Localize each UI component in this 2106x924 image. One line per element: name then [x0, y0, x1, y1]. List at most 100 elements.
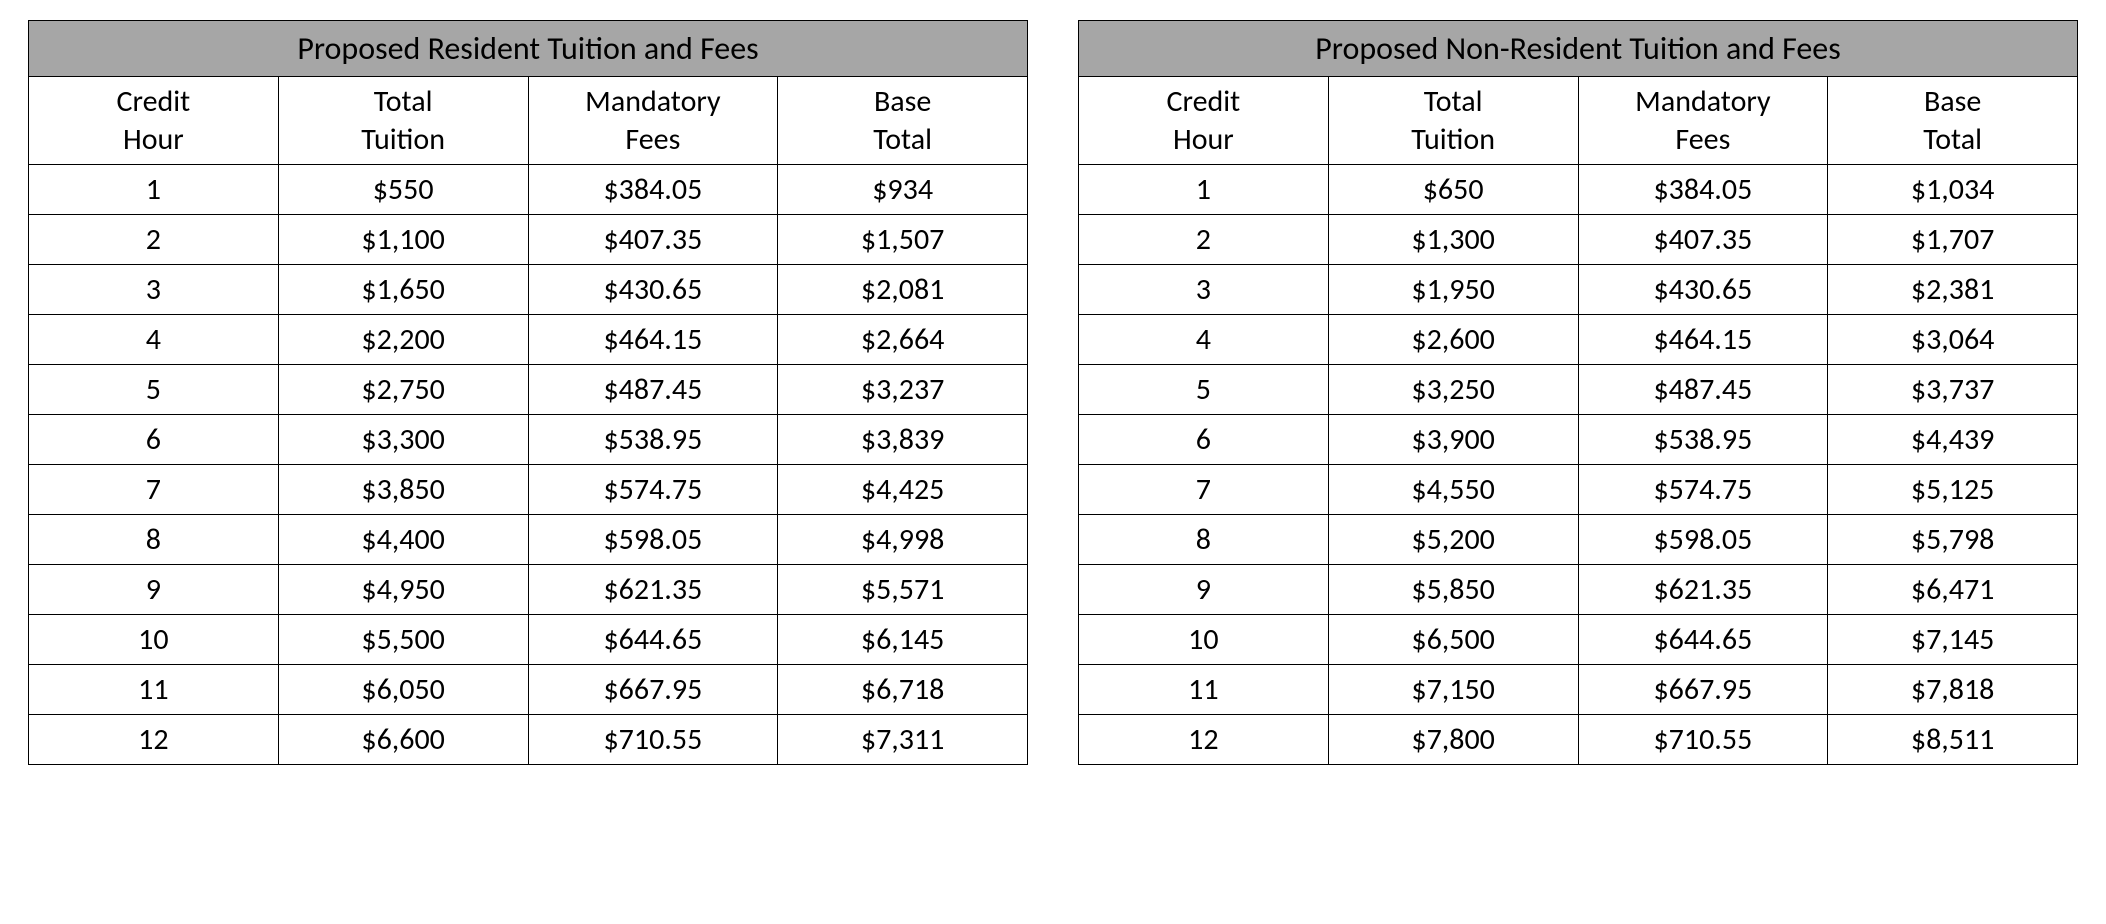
table-cell: $407.35 [1578, 215, 1828, 265]
table-cell: $1,034 [1828, 165, 2078, 215]
table-cell: 8 [29, 515, 279, 565]
table-cell: $4,950 [278, 565, 528, 615]
table-cell: $407.35 [528, 215, 778, 265]
table-cell: $2,081 [778, 265, 1028, 315]
table-row: 4$2,600$464.15$3,064 [1079, 315, 2078, 365]
table-row: 9$4,950$621.35$5,571 [29, 565, 1028, 615]
table-row: 10$5,500$644.65$6,145 [29, 615, 1028, 665]
table-cell: $574.75 [1578, 465, 1828, 515]
table-row: 6$3,900$538.95$4,439 [1079, 415, 2078, 465]
table-cell: $3,737 [1828, 365, 2078, 415]
table-cell: $5,125 [1828, 465, 2078, 515]
table-cell: $644.65 [528, 615, 778, 665]
col-header: Total Tuition [1328, 77, 1578, 165]
table-cell: $384.05 [1578, 165, 1828, 215]
table-cell: $538.95 [528, 415, 778, 465]
table-cell: $5,571 [778, 565, 1028, 615]
table-cell: $5,850 [1328, 565, 1578, 615]
table-cell: $3,900 [1328, 415, 1578, 465]
col-header: Credit Hour [1079, 77, 1329, 165]
table-cell: $621.35 [528, 565, 778, 615]
table-row: 8$4,400$598.05$4,998 [29, 515, 1028, 565]
resident-tbody: 1$550$384.05$9342$1,100$407.35$1,5073$1,… [29, 165, 1028, 765]
table-cell: $4,550 [1328, 465, 1578, 515]
table-row: 4$2,200$464.15$2,664 [29, 315, 1028, 365]
table-row: 7$3,850$574.75$4,425 [29, 465, 1028, 515]
table-cell: $710.55 [1578, 715, 1828, 765]
table-cell: $7,150 [1328, 665, 1578, 715]
table-cell: $598.05 [1578, 515, 1828, 565]
table-cell: $667.95 [528, 665, 778, 715]
table-cell: $4,425 [778, 465, 1028, 515]
table-row: 12$7,800$710.55$8,511 [1079, 715, 2078, 765]
table-cell: $1,300 [1328, 215, 1578, 265]
table-row: 11$7,150$667.95$7,818 [1079, 665, 2078, 715]
table-cell: $7,145 [1828, 615, 2078, 665]
table-row: 11$6,050$667.95$6,718 [29, 665, 1028, 715]
table-cell: $5,798 [1828, 515, 2078, 565]
table-cell: $4,400 [278, 515, 528, 565]
table-cell: 4 [29, 315, 279, 365]
table-cell: $6,718 [778, 665, 1028, 715]
table-row: 8$5,200$598.05$5,798 [1079, 515, 2078, 565]
table-cell: $550 [278, 165, 528, 215]
table-cell: 1 [29, 165, 279, 215]
table-cell: $934 [778, 165, 1028, 215]
table-cell: $7,800 [1328, 715, 1578, 765]
table-row: 7$4,550$574.75$5,125 [1079, 465, 2078, 515]
table-cell: $6,500 [1328, 615, 1578, 665]
table-cell: $3,300 [278, 415, 528, 465]
table-cell: $1,950 [1328, 265, 1578, 315]
table-cell: 10 [1079, 615, 1329, 665]
table-cell: $7,818 [1828, 665, 2078, 715]
table-cell: 10 [29, 615, 279, 665]
table-cell: $3,850 [278, 465, 528, 515]
table-row: 1$650$384.05$1,034 [1079, 165, 2078, 215]
table-cell: $464.15 [1578, 315, 1828, 365]
table-cell: $2,600 [1328, 315, 1578, 365]
table-cell: 9 [1079, 565, 1329, 615]
table-cell: 5 [1079, 365, 1329, 415]
col-header: Base Total [1828, 77, 2078, 165]
table-cell: $430.65 [528, 265, 778, 315]
table-cell: $4,439 [1828, 415, 2078, 465]
table-cell: $1,100 [278, 215, 528, 265]
table-cell: $6,471 [1828, 565, 2078, 615]
col-header: Base Total [778, 77, 1028, 165]
table-title: Proposed Resident Tuition and Fees [29, 21, 1028, 77]
table-cell: $7,311 [778, 715, 1028, 765]
table-cell: $1,507 [778, 215, 1028, 265]
table-cell: $710.55 [528, 715, 778, 765]
table-row: 2$1,300$407.35$1,707 [1079, 215, 2078, 265]
table-cell: $6,600 [278, 715, 528, 765]
table-row: 9$5,850$621.35$6,471 [1079, 565, 2078, 615]
table-cell: $644.65 [1578, 615, 1828, 665]
table-cell: $6,145 [778, 615, 1028, 665]
table-cell: $8,511 [1828, 715, 2078, 765]
table-cell: 2 [1079, 215, 1329, 265]
table-cell: 7 [1079, 465, 1329, 515]
table-cell: $538.95 [1578, 415, 1828, 465]
table-cell: 3 [29, 265, 279, 315]
col-header: Mandatory Fees [528, 77, 778, 165]
table-row: 6$3,300$538.95$3,839 [29, 415, 1028, 465]
table-cell: $598.05 [528, 515, 778, 565]
table-row: 10$6,500$644.65$7,145 [1079, 615, 2078, 665]
resident-tuition-table: Proposed Resident Tuition and Fees Credi… [28, 20, 1028, 765]
table-cell: 11 [1079, 665, 1329, 715]
table-cell: $384.05 [528, 165, 778, 215]
table-cell: $487.45 [1578, 365, 1828, 415]
table-row: 3$1,650$430.65$2,081 [29, 265, 1028, 315]
table-row: 5$2,750$487.45$3,237 [29, 365, 1028, 415]
table-row: 12$6,600$710.55$7,311 [29, 715, 1028, 765]
table-row: 2$1,100$407.35$1,507 [29, 215, 1028, 265]
table-cell: $2,381 [1828, 265, 2078, 315]
table-cell: $464.15 [528, 315, 778, 365]
table-cell: $1,707 [1828, 215, 2078, 265]
table-row: 3$1,950$430.65$2,381 [1079, 265, 2078, 315]
table-cell: 5 [29, 365, 279, 415]
table-cell: $574.75 [528, 465, 778, 515]
table-cell: $2,750 [278, 365, 528, 415]
table-cell: 6 [29, 415, 279, 465]
table-cell: 12 [29, 715, 279, 765]
